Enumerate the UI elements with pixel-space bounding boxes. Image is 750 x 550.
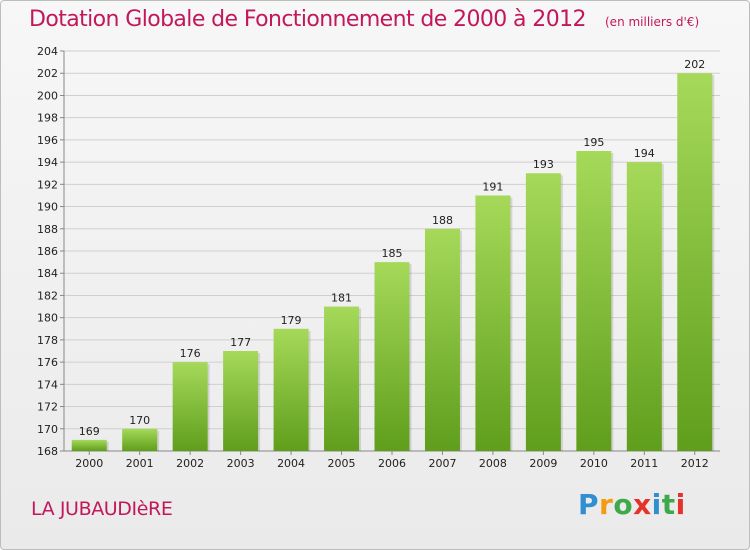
logo-letter: i: [652, 488, 662, 521]
y-tick-label: 196: [37, 134, 58, 147]
bar: [173, 362, 208, 451]
y-tick-label: 168: [37, 445, 58, 458]
bar: [677, 73, 712, 451]
x-tick-label: 2010: [580, 457, 608, 470]
bar-value-label: 170: [129, 414, 150, 427]
logo-letter: t: [662, 488, 676, 521]
bar: [375, 262, 410, 451]
y-tick-label: 200: [37, 89, 58, 102]
bar: [627, 162, 662, 451]
x-tick-label: 2011: [630, 457, 658, 470]
bar-value-label: 177: [230, 336, 251, 349]
bar-value-label: 191: [482, 180, 503, 193]
logo-letter: i: [676, 488, 686, 521]
logo-letter: r: [599, 488, 613, 521]
bar: [122, 429, 157, 451]
y-tick-label: 182: [37, 289, 58, 302]
y-tick-label: 170: [37, 423, 58, 436]
bar-value-label: 169: [79, 425, 100, 438]
bar-value-label: 193: [533, 158, 554, 171]
bar-value-label: 185: [382, 247, 403, 260]
x-tick-label: 2006: [378, 457, 406, 470]
x-tick-label: 2004: [277, 457, 305, 470]
bar: [526, 173, 561, 451]
y-tick-label: 202: [37, 67, 58, 80]
y-tick-label: 180: [37, 312, 58, 325]
logo-letter: x: [633, 488, 652, 521]
x-tick-label: 2003: [227, 457, 255, 470]
y-tick-label: 190: [37, 201, 58, 214]
town-name: LA JUBAUDIèRE: [31, 498, 172, 520]
bar-value-label: 181: [331, 292, 352, 305]
y-tick-label: 192: [37, 178, 58, 191]
y-tick-label: 178: [37, 334, 58, 347]
bar: [274, 329, 309, 451]
x-tick-label: 2007: [428, 457, 456, 470]
bar-value-label: 195: [583, 136, 604, 149]
bar: [576, 151, 611, 451]
y-tick-label: 176: [37, 356, 58, 369]
x-tick-label: 2012: [681, 457, 709, 470]
bar: [72, 440, 107, 451]
x-tick-label: 2000: [75, 457, 103, 470]
y-tick-label: 172: [37, 401, 58, 414]
y-tick-label: 184: [37, 267, 58, 280]
logo-letter: P: [578, 488, 599, 521]
y-tick-label: 188: [37, 223, 58, 236]
bar: [324, 307, 359, 451]
logo-letter: o: [613, 488, 633, 521]
proxiti-logo: Proxiti: [578, 488, 686, 521]
y-tick-label: 204: [37, 45, 58, 58]
y-tick-label: 186: [37, 245, 58, 258]
bar-value-label: 176: [180, 347, 201, 360]
bar: [223, 351, 258, 451]
bar-value-label: 194: [634, 147, 655, 160]
bar: [425, 229, 460, 451]
x-tick-label: 2009: [529, 457, 557, 470]
x-tick-label: 2001: [126, 457, 154, 470]
y-tick-label: 198: [37, 112, 58, 125]
x-tick-label: 2005: [328, 457, 356, 470]
bar: [475, 195, 510, 451]
y-tick-label: 174: [37, 378, 58, 391]
bar-value-label: 202: [684, 58, 705, 71]
bar-value-label: 188: [432, 214, 453, 227]
bar-value-label: 179: [281, 314, 302, 327]
y-tick-label: 194: [37, 156, 58, 169]
x-tick-label: 2002: [176, 457, 204, 470]
x-tick-label: 2008: [479, 457, 507, 470]
